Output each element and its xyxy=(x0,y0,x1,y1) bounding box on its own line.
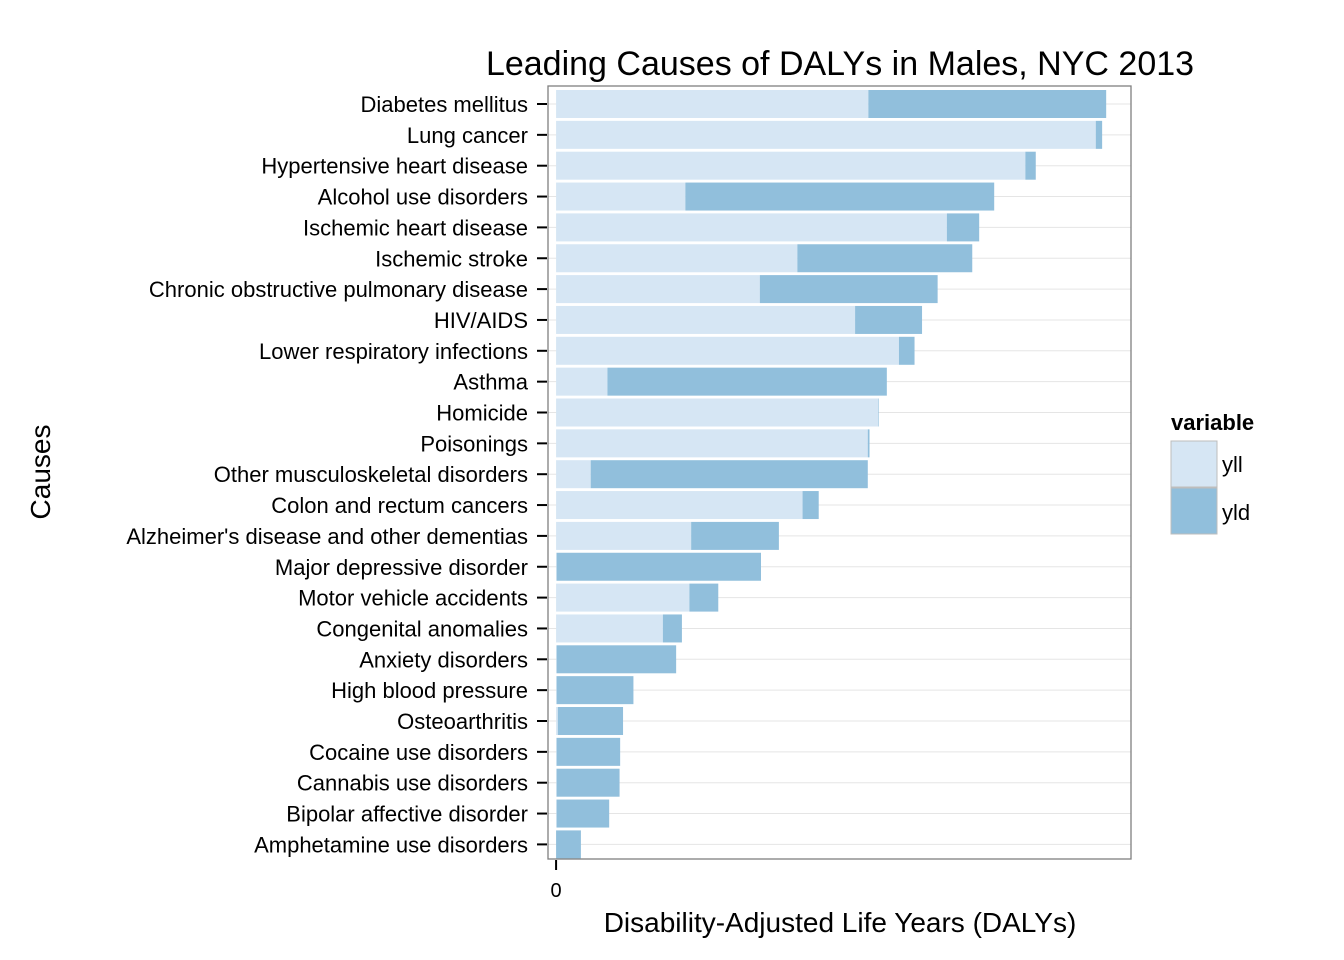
category-label-diabetes-mellitus: Diabetes mellitus xyxy=(360,92,528,117)
bar-yld-hypertensive-heart-disease xyxy=(1025,151,1036,180)
bar-yld-motor-vehicle-accidents xyxy=(689,583,719,612)
bar-yld-asthma xyxy=(607,367,887,396)
bar-yld-cannabis-use-disorders xyxy=(556,768,620,797)
category-label-major-depressive-disorder: Major depressive disorder xyxy=(275,555,528,580)
bar-yld-cocaine-use-disorders xyxy=(556,737,621,766)
bar-yld-osteoarthritis xyxy=(557,707,624,735)
bar-yll-cannabis-use-disorders xyxy=(556,768,557,797)
bar-yld-congenital-anomalies xyxy=(662,614,682,643)
bar-yll-diabetes-mellitus xyxy=(556,90,869,118)
bar-yll-lung-cancer xyxy=(556,120,1096,149)
category-label-ischemic-heart-disease: Ischemic heart disease xyxy=(303,215,528,240)
category-label-other-musculoskeletal-disorders: Other musculoskeletal disorders xyxy=(214,462,528,487)
category-label-osteoarthritis: Osteoarthritis xyxy=(397,709,528,734)
bar-yll-lower-respiratory-infections xyxy=(556,336,899,365)
category-label-poisonings: Poisonings xyxy=(420,431,528,456)
bar-yld-homicide xyxy=(878,398,879,427)
category-label-lung-cancer: Lung cancer xyxy=(407,123,528,148)
bar-yld-anxiety-disorders xyxy=(556,645,677,674)
bar-yll-chronic-obstructive-pulmonary-disease xyxy=(556,275,760,304)
bar-yld-major-depressive-disorder xyxy=(556,552,761,581)
legend-key-yld xyxy=(1170,487,1218,535)
category-label-hiv-aids: HIV/AIDS xyxy=(434,308,528,333)
category-label-amphetamine-use-disorders: Amphetamine use disorders xyxy=(254,832,528,857)
category-label-anxiety-disorders: Anxiety disorders xyxy=(359,647,528,672)
bar-yll-congenital-anomalies xyxy=(556,614,663,643)
category-label-lower-respiratory-infections: Lower respiratory infections xyxy=(259,339,528,364)
category-label-high-blood-pressure: High blood pressure xyxy=(331,678,528,703)
bar-yll-major-depressive-disorder xyxy=(556,552,557,581)
bar-yld-high-blood-pressure xyxy=(556,676,634,705)
bar-yll-motor-vehicle-accidents xyxy=(556,583,690,612)
category-label-colon-and-rectum-cancers: Colon and rectum cancers xyxy=(271,493,528,518)
bar-yld-ischemic-stroke xyxy=(797,244,973,273)
value-axis: 0 xyxy=(551,860,562,902)
bar-yll-homicide xyxy=(556,398,879,427)
bar-yll-alzheimer-s-disease-and-other-dementias xyxy=(556,521,692,550)
chart-title: Leading Causes of DALYs in Males, NYC 20… xyxy=(486,45,1194,83)
category-label-cannabis-use-disorders: Cannabis use disorders xyxy=(297,771,528,796)
bar-yld-poisonings xyxy=(867,429,870,458)
x-tick-label-0: 0 xyxy=(551,880,562,902)
bar-yld-lung-cancer xyxy=(1095,120,1103,149)
x-axis-title: Disability-Adjusted Life Years (DALYs) xyxy=(604,907,1077,938)
bar-yll-colon-and-rectum-cancers xyxy=(556,491,803,520)
bar-yld-colon-and-rectum-cancers xyxy=(802,491,819,520)
bar-yll-bipolar-affective-disorder xyxy=(556,799,557,828)
bar-yll-hypertensive-heart-disease xyxy=(556,151,1026,180)
bar-yld-alcohol-use-disorders xyxy=(685,182,995,211)
bars xyxy=(556,90,1107,859)
category-label-chronic-obstructive-pulmonary-disease: Chronic obstructive pulmonary disease xyxy=(149,277,528,302)
bar-yld-other-musculoskeletal-disorders xyxy=(590,460,868,489)
category-label-hypertensive-heart-disease: Hypertensive heart disease xyxy=(261,154,528,179)
legend-label-yll: yll xyxy=(1222,452,1243,477)
legend-key-yll xyxy=(1170,440,1218,488)
category-label-congenital-anomalies: Congenital anomalies xyxy=(316,616,528,641)
bar-yld-amphetamine-use-disorders xyxy=(556,830,581,859)
category-label-homicide: Homicide xyxy=(436,401,528,426)
bar-yll-asthma xyxy=(556,367,608,396)
bar-yll-anxiety-disorders xyxy=(556,645,557,674)
bar-yll-high-blood-pressure xyxy=(556,676,557,705)
category-label-bipolar-affective-disorder: Bipolar affective disorder xyxy=(286,802,528,827)
bar-yll-osteoarthritis xyxy=(556,707,558,735)
category-label-cocaine-use-disorders: Cocaine use disorders xyxy=(309,740,528,765)
plot-panel-border xyxy=(547,85,1132,860)
bar-yld-bipolar-affective-disorder xyxy=(556,799,610,828)
bar-yld-lower-respiratory-infections xyxy=(898,336,915,365)
bar-yll-other-musculoskeletal-disorders xyxy=(556,460,591,489)
bar-yll-ischemic-heart-disease xyxy=(556,213,947,242)
bar-yll-cocaine-use-disorders xyxy=(556,737,557,766)
y-axis-title: Causes xyxy=(25,425,56,520)
legend-title: variable xyxy=(1171,410,1254,435)
legend: variable yll yld xyxy=(1170,410,1254,535)
category-label-ischemic-stroke: Ischemic stroke xyxy=(375,246,528,271)
category-label-alcohol-use-disorders: Alcohol use disorders xyxy=(318,185,528,210)
bar-yld-ischemic-heart-disease xyxy=(946,213,980,242)
bar-yld-diabetes-mellitus xyxy=(868,90,1107,118)
category-label-motor-vehicle-accidents: Motor vehicle accidents xyxy=(298,586,528,611)
bar-yll-ischemic-stroke xyxy=(556,244,798,273)
legend-label-yld: yld xyxy=(1222,500,1250,525)
bar-yll-poisonings xyxy=(556,429,868,458)
bar-yld-hiv-aids xyxy=(855,305,923,334)
bar-yld-chronic-obstructive-pulmonary-disease xyxy=(759,275,938,304)
bar-yll-hiv-aids xyxy=(556,305,856,334)
category-label-asthma: Asthma xyxy=(453,370,528,395)
category-axis: Diabetes mellitus Lung cancer Hypertensive… xyxy=(126,92,547,857)
bar-yld-alzheimer-s-disease-and-other-dementias xyxy=(691,521,779,550)
category-label-alzheimer-s-disease-and-other-dementias: Alzheimer's disease and other dementias xyxy=(126,524,528,549)
bar-yll-alcohol-use-disorders xyxy=(556,182,686,211)
